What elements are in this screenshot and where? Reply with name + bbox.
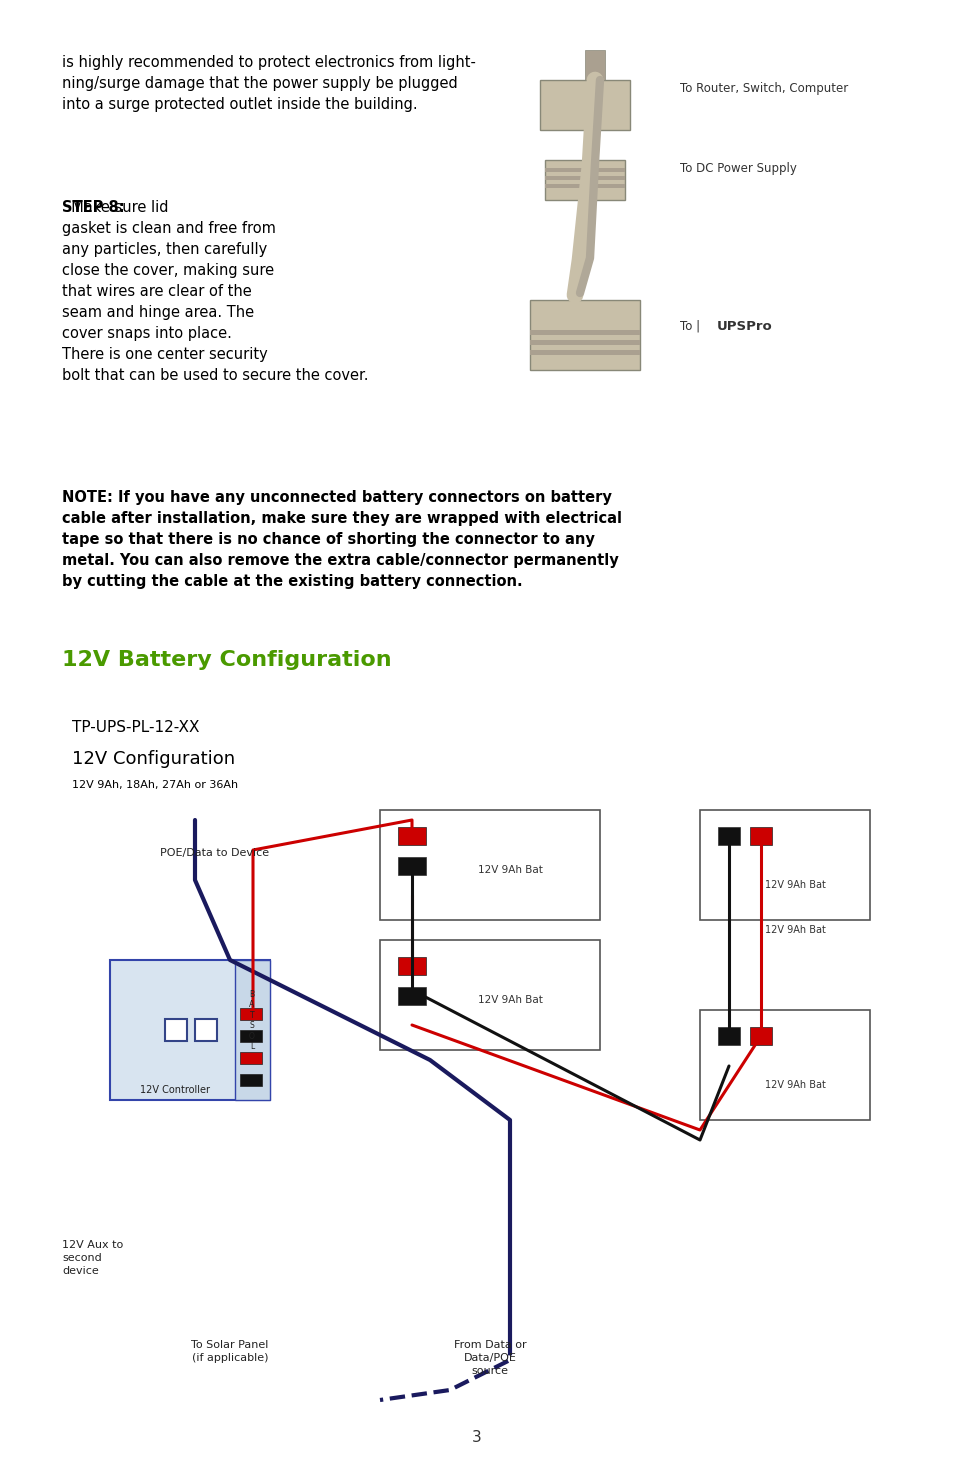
Bar [240,1074,262,1086]
Text: POE/Data to Device: POE/Data to Device [160,848,269,858]
Bar [379,940,599,1050]
Text: 12V Aux to
second
device: 12V Aux to second device [62,1240,123,1276]
Bar [530,299,639,370]
Text: STEP 8:: STEP 8: [62,201,125,215]
Bar [530,341,639,345]
Text: NOTE: If you have any unconnected battery connectors on battery
cable after inst: NOTE: If you have any unconnected batter… [62,490,621,589]
Text: 12V 9Ah Bat: 12V 9Ah Bat [763,881,824,889]
Text: To DC Power Supply: To DC Power Supply [679,162,796,176]
Text: 12V 9Ah Bat: 12V 9Ah Bat [477,996,542,1004]
Bar [397,857,426,875]
Bar [397,987,426,1004]
Bar [544,168,624,173]
Bar [544,159,624,201]
Bar [240,1030,262,1041]
Text: TP-UPS-PL-12-XX: TP-UPS-PL-12-XX [71,720,199,735]
Bar [165,1019,187,1041]
Bar [544,176,624,180]
Text: 12V 9Ah, 18Ah, 27Ah or 36Ah: 12V 9Ah, 18Ah, 27Ah or 36Ah [71,780,238,791]
Bar [718,1027,740,1044]
Text: 3: 3 [472,1429,481,1445]
Text: 12V 9Ah Bat: 12V 9Ah Bat [763,925,824,935]
Text: 12V 9Ah Bat: 12V 9Ah Bat [763,1080,824,1090]
Bar [110,960,270,1100]
Text: UPSPro: UPSPro [717,320,772,333]
Bar [234,960,270,1100]
Bar [530,350,639,355]
Bar [584,50,604,80]
Bar [539,80,629,130]
Bar [397,827,426,845]
Bar [749,827,771,845]
Text: Make sure lid
gasket is clean and free from
any particles, then carefully
close : Make sure lid gasket is clean and free f… [62,201,368,384]
Bar [718,827,740,845]
Bar [240,1007,262,1021]
Bar [700,1010,869,1120]
Bar [749,1027,771,1044]
Text: 12V Configuration: 12V Configuration [71,749,234,768]
Bar [700,810,869,920]
Bar [379,810,599,920]
Bar [240,1052,262,1063]
Text: From Data or
Data/POE
source: From Data or Data/POE source [454,1339,526,1376]
Bar [397,957,426,975]
Bar [544,184,624,187]
Bar [530,330,639,335]
Bar [194,1019,216,1041]
Text: 12V Controller: 12V Controller [140,1086,210,1094]
Text: is highly recommended to protect electronics from light-
ning/surge damage that : is highly recommended to protect electro… [62,55,476,112]
Text: To Router, Switch, Computer: To Router, Switch, Computer [679,83,847,94]
Text: 12V 9Ah Bat: 12V 9Ah Bat [477,864,542,875]
Text: To Solar Panel
(if applicable): To Solar Panel (if applicable) [192,1339,269,1363]
Text: 12V Battery Configuration: 12V Battery Configuration [62,650,392,670]
Text: To |: To | [679,320,703,333]
Text: B
A
T
S
O
L: B A T S O L [249,990,254,1052]
